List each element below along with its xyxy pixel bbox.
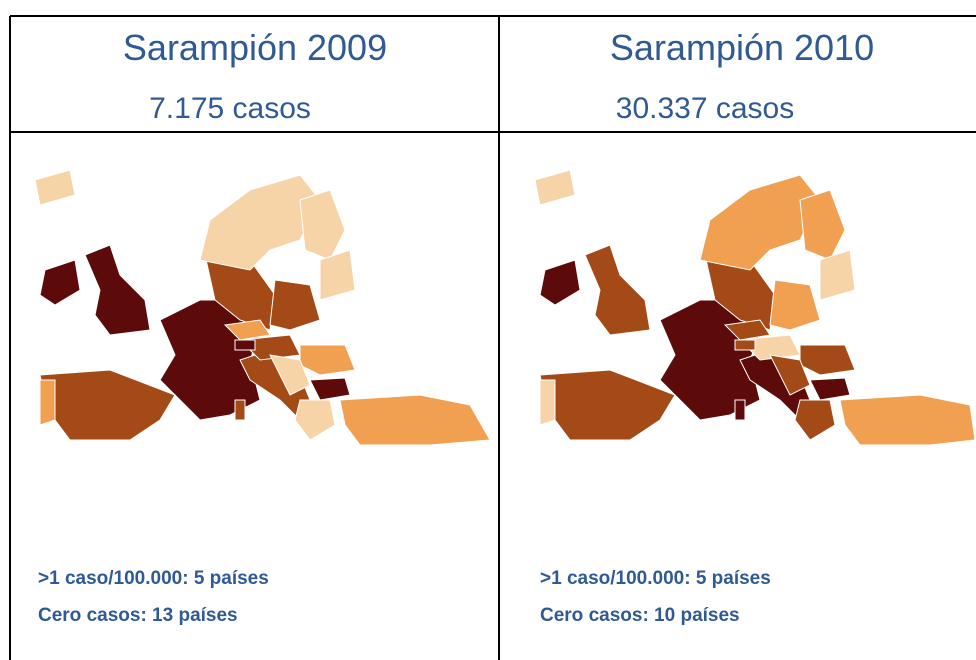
country <box>799 344 856 376</box>
country <box>84 244 151 336</box>
stat-line: >1 caso/100.000: 5 países <box>38 568 269 589</box>
country <box>34 169 76 206</box>
country <box>809 377 851 401</box>
table-lines <box>9 15 976 660</box>
country <box>223 319 271 341</box>
panel-title: Sarampión 2009 <box>123 27 387 68</box>
stat-line: >1 caso/100.000: 5 países <box>540 568 771 589</box>
country <box>799 189 846 261</box>
country <box>539 379 556 426</box>
case-count: 30.337 casos <box>616 92 794 125</box>
country <box>769 279 821 331</box>
map-2009 <box>34 169 491 446</box>
case-count: 7.175 casos <box>149 92 311 125</box>
country <box>723 319 771 341</box>
country <box>734 399 746 421</box>
country <box>339 394 491 446</box>
country <box>299 189 346 261</box>
country <box>734 339 756 351</box>
country <box>539 369 676 441</box>
country <box>234 339 256 351</box>
country <box>294 399 336 441</box>
country <box>769 354 811 396</box>
country <box>309 377 351 401</box>
country <box>319 249 356 301</box>
country <box>534 169 576 206</box>
country <box>794 399 836 441</box>
country <box>584 244 651 336</box>
country <box>539 259 581 306</box>
country <box>234 399 246 421</box>
country <box>299 344 356 376</box>
country <box>819 249 856 301</box>
country <box>269 354 311 396</box>
country <box>39 369 176 441</box>
panel-title: Sarampión 2010 <box>610 27 874 68</box>
country <box>839 394 976 446</box>
stat-line: Cero casos: 13 países <box>38 605 238 626</box>
map-2010 <box>534 169 976 446</box>
country <box>269 279 321 331</box>
country <box>39 379 56 426</box>
stat-line: Cero casos: 10 países <box>540 605 740 626</box>
country <box>39 259 81 306</box>
